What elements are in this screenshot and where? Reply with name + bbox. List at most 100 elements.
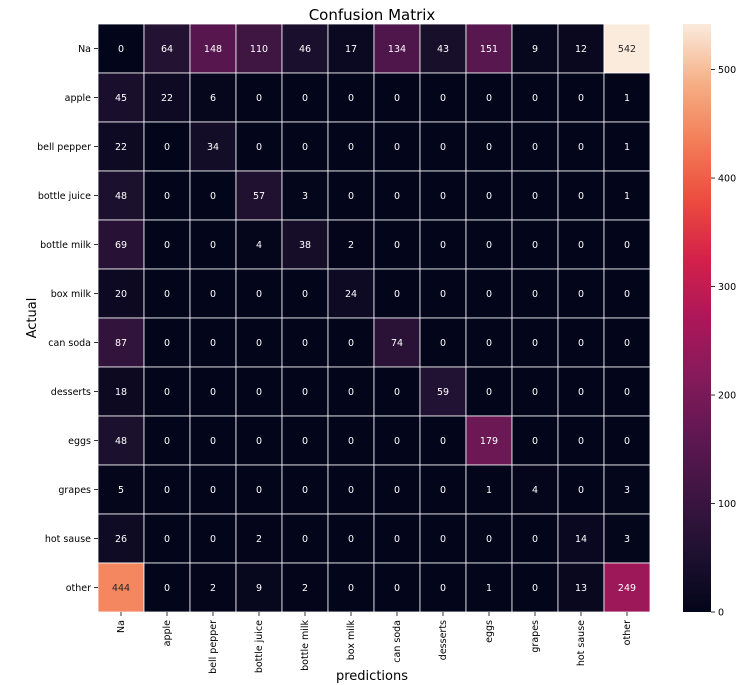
heatmap-cell — [189, 415, 237, 466]
cell-value-label: 45 — [115, 93, 127, 104]
cell-value-label: 0 — [348, 338, 354, 349]
cell-value-label: 0 — [348, 583, 354, 594]
cell-value-label: 0 — [532, 142, 538, 153]
y-tick-label: bell pepper — [37, 142, 91, 153]
cell-value-label: 14 — [575, 534, 587, 545]
heatmap-cell — [603, 464, 651, 515]
heatmap-cell — [327, 317, 375, 368]
cell-value-label: 1 — [486, 583, 492, 594]
cell-value-label: 0 — [624, 387, 630, 398]
heatmap-cell — [511, 464, 559, 515]
heatmap-cell — [603, 513, 651, 564]
heatmap-cell — [465, 415, 513, 466]
cell-value-label: 0 — [532, 93, 538, 104]
cell-value-label: 249 — [618, 583, 636, 594]
heatmap-cell — [235, 317, 283, 368]
cell-value-label: 0 — [164, 142, 170, 153]
cell-value-label: 1 — [624, 93, 630, 104]
cell-value-label: 0 — [348, 534, 354, 545]
heatmap-cell — [281, 317, 329, 368]
cell-value-label: 4 — [532, 485, 538, 496]
colorbar-tick-label: 300 — [718, 282, 736, 293]
heatmap-cell — [511, 268, 559, 319]
heatmap-cell — [603, 268, 651, 319]
cell-value-label: 134 — [388, 44, 406, 55]
cell-value-label: 0 — [486, 240, 492, 251]
cell-value-label: 0 — [440, 289, 446, 300]
cell-value-label: 0 — [394, 142, 400, 153]
cell-value-label: 0 — [440, 534, 446, 545]
x-tick-label: hot sause — [576, 620, 587, 666]
heatmap-cell — [97, 268, 145, 319]
cell-value-label: 0 — [394, 93, 400, 104]
cell-value-label: 0 — [302, 534, 308, 545]
cell-value-label: 12 — [575, 44, 587, 55]
heatmap-cell — [235, 121, 283, 172]
heatmap-cell — [327, 219, 375, 270]
heatmap-cell — [189, 317, 237, 368]
cell-value-label: 0 — [440, 93, 446, 104]
cell-value-label: 0 — [256, 338, 262, 349]
cell-value-label: 57 — [253, 191, 265, 202]
cell-value-label: 0 — [578, 142, 584, 153]
cell-value-label: 22 — [161, 93, 173, 104]
cell-value-label: 0 — [210, 338, 216, 349]
heatmap-cell — [143, 219, 191, 270]
cell-value-label: 0 — [348, 191, 354, 202]
heatmap-cell — [143, 513, 191, 564]
cell-value-label: 59 — [437, 387, 449, 398]
cell-value-label: 0 — [532, 436, 538, 447]
colorbar-tick-label: 100 — [718, 499, 736, 510]
y-tick-label: bottle milk — [40, 240, 91, 251]
x-tick-label: bottle juice — [254, 620, 265, 673]
y-tick-label: box milk — [51, 289, 92, 300]
cell-value-label: 3 — [302, 191, 308, 202]
cell-value-label: 74 — [391, 338, 403, 349]
heatmap-cell — [603, 121, 651, 172]
cell-value-label: 0 — [118, 44, 124, 55]
cell-value-label: 0 — [348, 142, 354, 153]
heatmap-cell — [235, 415, 283, 466]
x-tick-label: bell pepper — [208, 620, 219, 674]
heatmap-cell — [419, 72, 467, 123]
y-tick-label: hot sause — [45, 534, 91, 545]
heatmap-cell — [511, 513, 559, 564]
cell-value-label: 0 — [256, 93, 262, 104]
cell-value-label: 0 — [532, 534, 538, 545]
heatmap-cell — [373, 268, 421, 319]
heatmap-cell — [327, 562, 375, 613]
heatmap-cell — [557, 366, 605, 417]
cell-value-label: 179 — [480, 436, 498, 447]
cell-value-label: 20 — [115, 289, 127, 300]
cell-value-label: 0 — [532, 240, 538, 251]
cell-value-label: 0 — [302, 338, 308, 349]
cell-value-label: 0 — [578, 289, 584, 300]
cell-value-label: 69 — [115, 240, 127, 251]
heatmap-cell — [419, 268, 467, 319]
heatmap-cell — [189, 562, 237, 613]
cell-value-label: 0 — [210, 485, 216, 496]
heatmap-cell — [419, 219, 467, 270]
cell-value-label: 87 — [115, 338, 127, 349]
heatmap-cell — [603, 562, 651, 613]
heatmap-cell — [511, 562, 559, 613]
heatmap-cell — [511, 170, 559, 221]
cell-value-label: 0 — [440, 583, 446, 594]
heatmap-cell — [281, 366, 329, 417]
heatmap-cell — [143, 415, 191, 466]
heatmap-cell — [281, 121, 329, 172]
colorbar-tick-label: 200 — [718, 391, 736, 402]
cell-value-label: 0 — [578, 240, 584, 251]
cell-value-label: 2 — [210, 583, 216, 594]
heatmap-cell — [235, 268, 283, 319]
heatmap-cell — [465, 170, 513, 221]
cell-value-label: 0 — [486, 534, 492, 545]
heatmap-cell — [189, 170, 237, 221]
cell-value-label: 0 — [348, 436, 354, 447]
y-tick-label: bottle juice — [38, 191, 91, 202]
cell-value-label: 151 — [480, 44, 498, 55]
x-tick-labels: Na apple bell pepper bottle juice bottle mil… — [116, 612, 633, 674]
heatmap-cell — [603, 72, 651, 123]
